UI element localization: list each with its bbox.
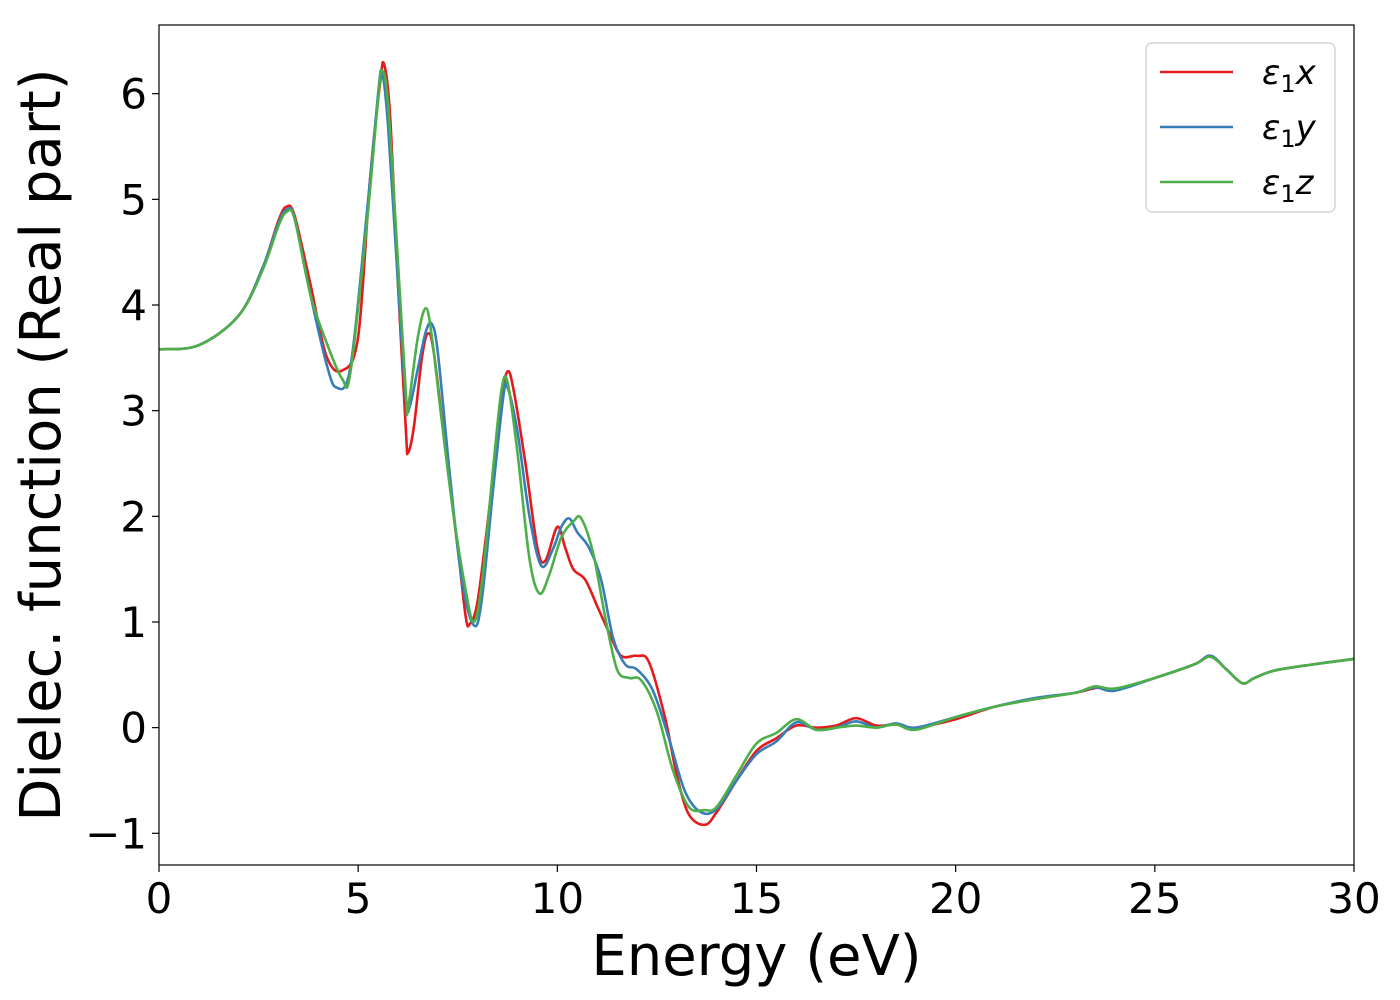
- x-tick-label: 25: [1128, 874, 1181, 923]
- legend: ε1x ε1y ε1z: [1145, 42, 1336, 213]
- y-tick-label: 0: [120, 704, 147, 753]
- y-tick-label: 6: [120, 70, 147, 119]
- x-tick-label: 15: [730, 874, 783, 923]
- legend-box: [1145, 42, 1336, 213]
- y-tick-label: 2: [120, 492, 147, 541]
- x-axis-title: Energy (eV): [591, 924, 921, 989]
- y-axis: −1 0 1 2 3 4 5 6: [85, 70, 159, 858]
- series-layer: [158, 60, 1355, 827]
- x-tick-label: 10: [531, 874, 584, 923]
- y-tick-label: −1: [85, 809, 147, 858]
- legend-label-z: ε1z: [1262, 163, 1315, 208]
- y-axis-title: Dielec. function (Real part): [9, 68, 74, 821]
- legend-label-y: ε1y: [1262, 108, 1317, 153]
- x-tick-label: 0: [146, 874, 173, 923]
- x-tick-label: 20: [929, 874, 982, 923]
- x-axis: 0 5 10 15 20 25 30: [146, 865, 1381, 923]
- y-tick-label: 5: [120, 175, 147, 224]
- y-tick-label: 1: [120, 598, 147, 647]
- series-line-z: [158, 69, 1355, 813]
- x-tick-label: 5: [345, 874, 372, 923]
- legend-items: ε1x ε1y ε1z: [1160, 53, 1317, 208]
- legend-label-x: ε1x: [1262, 53, 1317, 98]
- x-tick-label: 30: [1327, 874, 1380, 923]
- y-tick-label: 4: [120, 281, 147, 330]
- y-tick-label: 3: [120, 387, 147, 436]
